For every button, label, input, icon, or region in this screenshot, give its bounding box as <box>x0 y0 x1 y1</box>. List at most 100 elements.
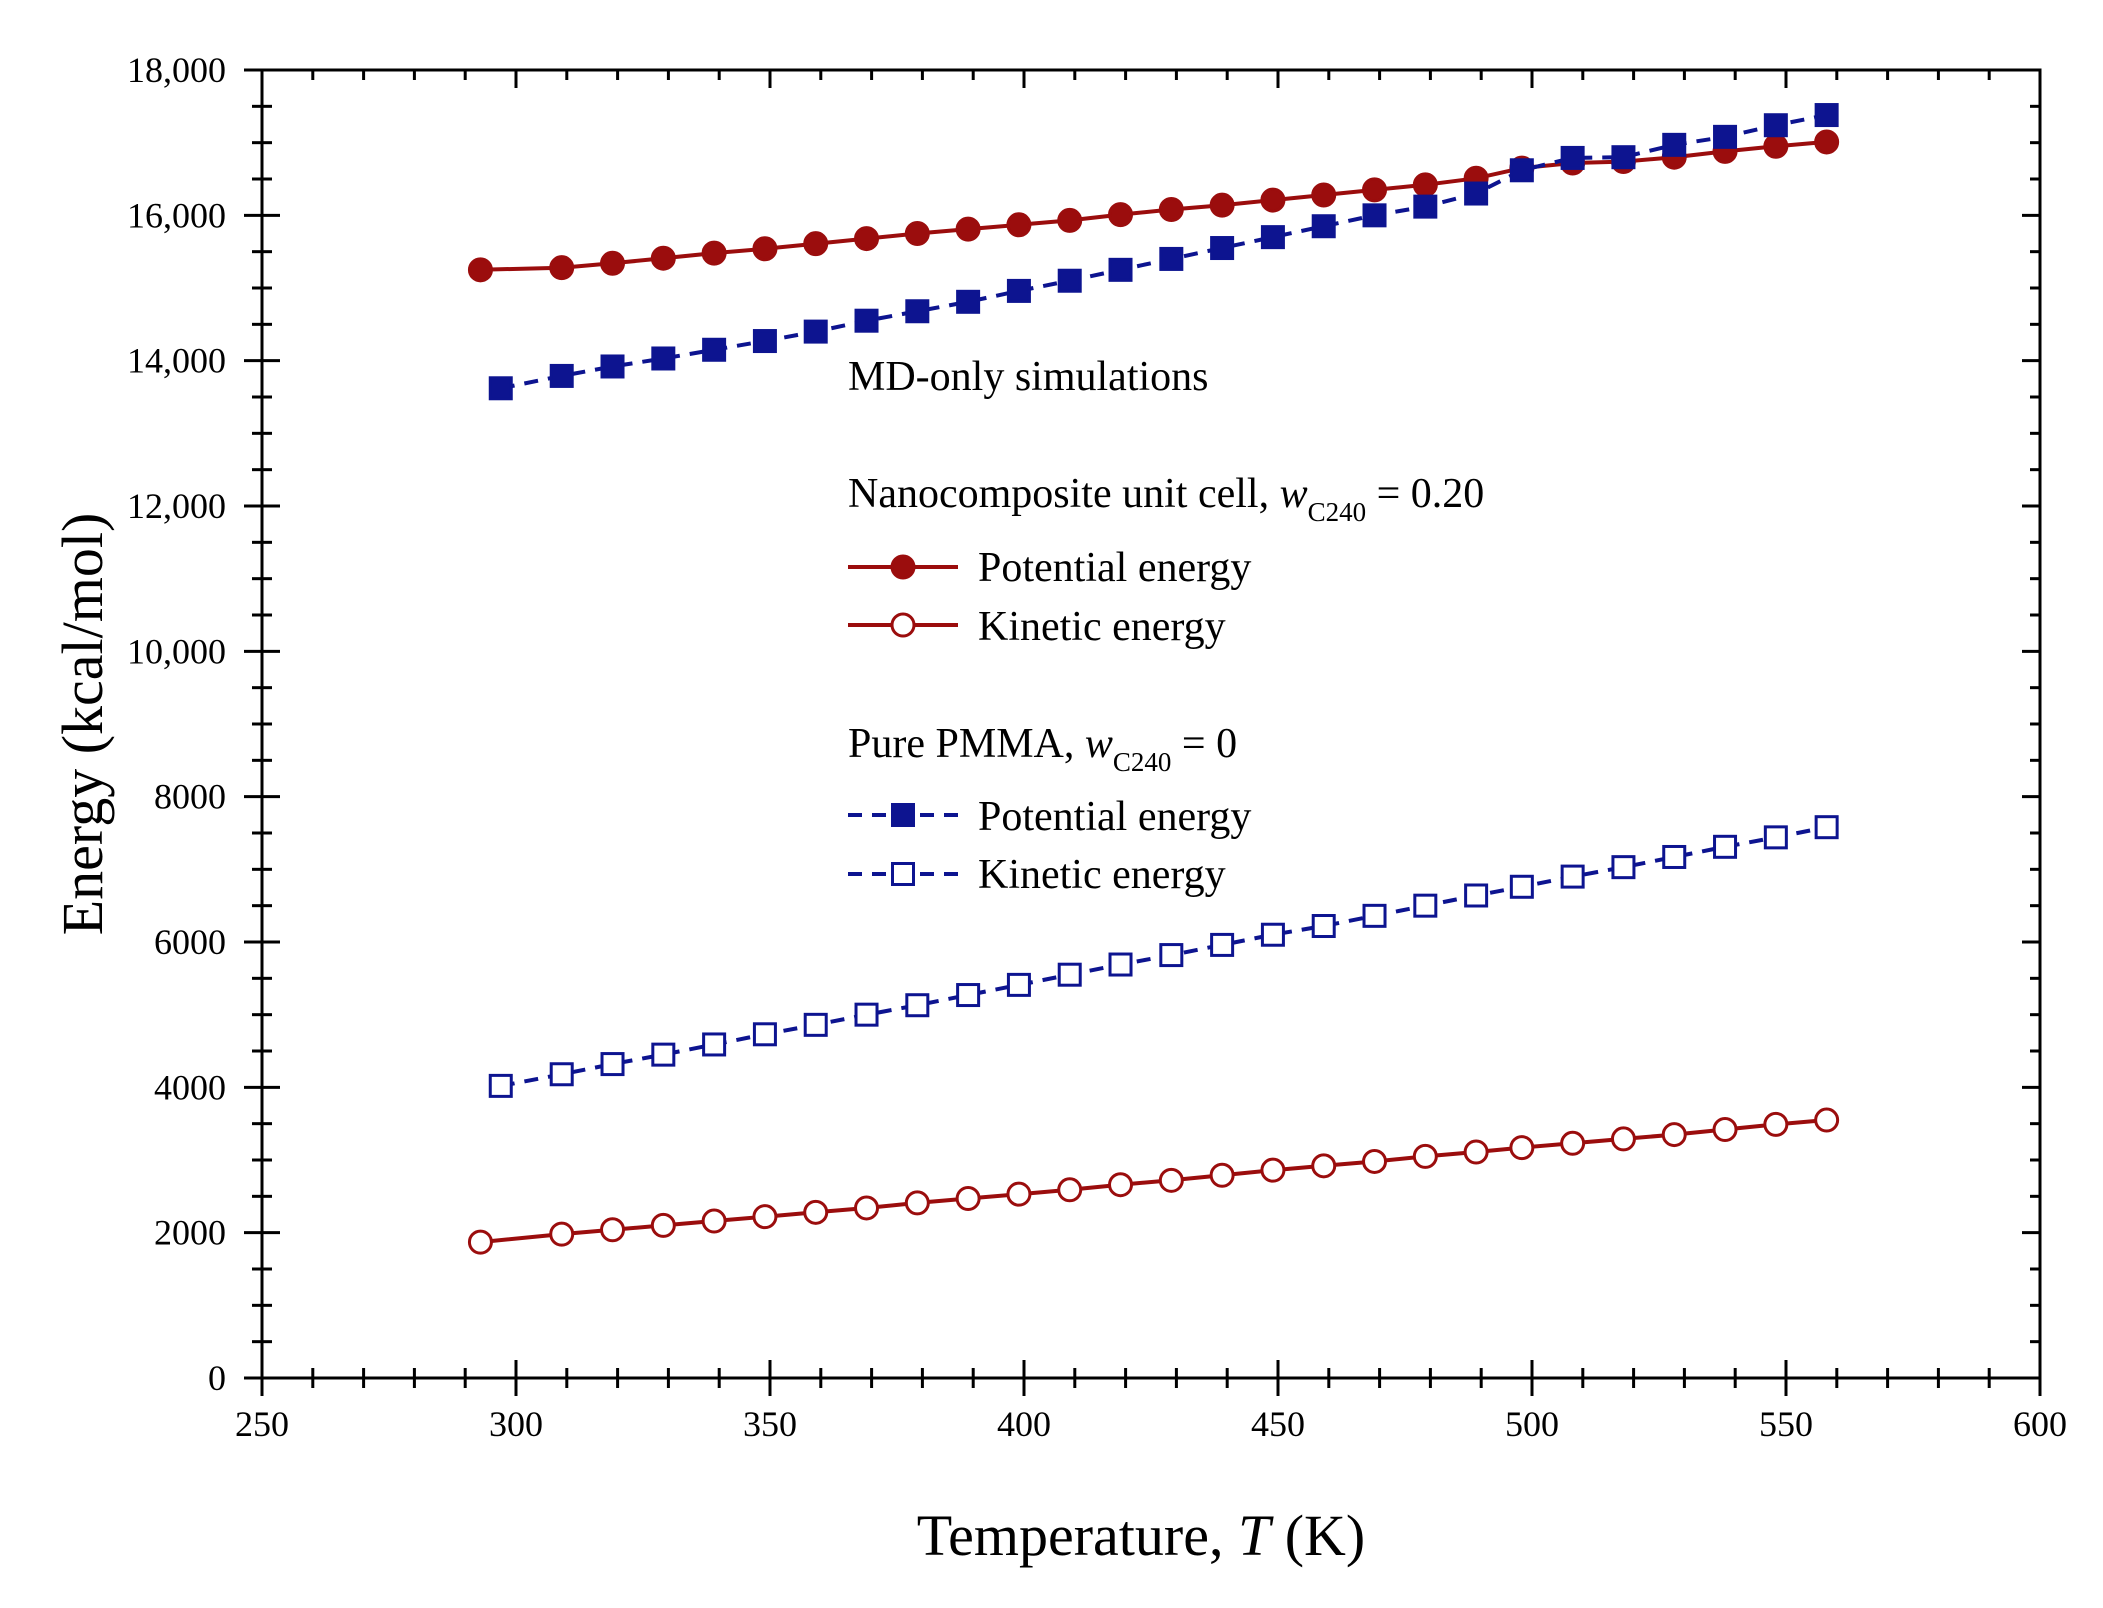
data-point <box>1006 278 1031 303</box>
data-point <box>1108 202 1134 228</box>
data-point <box>1661 1122 1687 1148</box>
data-point <box>1260 225 1285 250</box>
data-point <box>854 1002 879 1027</box>
data-point <box>955 1186 981 1212</box>
data-point <box>702 337 727 362</box>
data-point <box>854 1195 880 1221</box>
data-point <box>549 1221 575 1247</box>
data-point <box>1057 207 1083 233</box>
legend-group2-sub: C240 <box>1113 747 1172 777</box>
legend-group2-var: w <box>1085 721 1113 767</box>
data-point <box>600 354 625 379</box>
y-tick-label: 8000 <box>154 777 226 817</box>
data-point <box>549 255 575 281</box>
data-point <box>1412 1143 1438 1169</box>
data-point <box>701 240 727 266</box>
data-point <box>1763 825 1788 850</box>
data-point <box>1158 1167 1184 1193</box>
x-tick-label: 300 <box>489 1404 543 1444</box>
data-point <box>1412 172 1438 198</box>
data-point <box>1006 212 1032 238</box>
data-point <box>1108 1172 1134 1198</box>
data-point <box>650 1212 676 1238</box>
data-point <box>1464 181 1489 206</box>
data-point <box>1662 132 1687 157</box>
legend-group1-var: w <box>1280 471 1308 517</box>
x-tick-label: 250 <box>235 1404 289 1444</box>
data-point <box>1713 834 1738 859</box>
data-point <box>650 245 676 271</box>
data-point <box>488 1073 513 1098</box>
data-point <box>467 1229 493 1255</box>
legend-sample-pmma-potential <box>848 803 958 827</box>
data-point <box>1362 177 1388 203</box>
data-point <box>600 1052 625 1077</box>
data-point <box>1209 1162 1235 1188</box>
legend-label-pmma-potential: Potential energy <box>978 794 1251 840</box>
y-tick-label: 10,000 <box>127 631 226 671</box>
data-point <box>1057 1177 1083 1203</box>
x-axis-title-var: T <box>1238 1503 1274 1568</box>
data-point <box>701 1208 727 1234</box>
data-point <box>803 1199 829 1225</box>
data-point <box>1763 113 1788 138</box>
data-point <box>1158 197 1184 223</box>
data-point <box>1509 158 1534 183</box>
data-point <box>1662 844 1687 869</box>
series-3 <box>488 815 1839 1098</box>
data-point <box>1712 1116 1738 1142</box>
axes-layer: 250 300 350 400 450 500 550 6000200040006000800… <box>127 50 2067 1444</box>
legend-label-nano-kinetic: Kinetic energy <box>978 604 1226 650</box>
legend-sample-nano-kinetic <box>848 612 958 638</box>
data-point <box>1311 214 1336 239</box>
data-point <box>1362 903 1387 928</box>
data-point <box>1509 1135 1535 1161</box>
data-point <box>1260 187 1286 213</box>
x-axis-title-unit: (K) <box>1270 1503 1365 1568</box>
data-point <box>1210 236 1235 261</box>
data-point <box>1159 246 1184 271</box>
data-point <box>1463 1139 1489 1165</box>
data-point <box>1362 1148 1388 1174</box>
legend-marker <box>890 554 916 580</box>
data-point <box>1814 815 1839 840</box>
data-point <box>1413 194 1438 219</box>
data-point <box>803 319 828 344</box>
legend-marker <box>890 612 916 638</box>
y-tick-label: 2000 <box>154 1213 226 1253</box>
y-tick-label: 6000 <box>154 922 226 962</box>
data-point <box>1464 883 1489 908</box>
data-point <box>854 226 880 252</box>
data-point <box>1763 1111 1789 1137</box>
data-point <box>1610 1126 1636 1152</box>
data-point <box>1560 1130 1586 1156</box>
data-point <box>752 329 777 354</box>
legend-layer: MD-only simulations Nanocomposite unit c… <box>848 354 1484 898</box>
data-point <box>904 1190 930 1216</box>
data-point <box>651 1042 676 1067</box>
y-tick-label: 14,000 <box>127 341 226 381</box>
x-axis-title: Temperature, T (K) <box>917 1503 1366 1568</box>
x-tick-label: 500 <box>1505 1404 1559 1444</box>
data-point <box>1509 874 1534 899</box>
data-point <box>1311 1153 1337 1179</box>
data-point <box>549 1062 574 1087</box>
y-axis-title: Energy (kcal/mol) <box>50 513 115 936</box>
x-tick-label: 600 <box>2013 1404 2067 1444</box>
y-tick-label: 12,000 <box>127 486 226 526</box>
data-point <box>1413 893 1438 918</box>
data-point <box>1210 932 1235 957</box>
data-point <box>1006 1181 1032 1207</box>
data-point <box>803 231 829 257</box>
data-point <box>905 299 930 324</box>
legend-sample-pmma-kinetic <box>848 862 958 886</box>
data-point <box>1814 1107 1840 1133</box>
y-tick-label: 0 <box>208 1358 226 1398</box>
data-point <box>1362 203 1387 228</box>
data-point <box>1108 952 1133 977</box>
data-point <box>803 1012 828 1037</box>
data-point <box>1311 914 1336 939</box>
